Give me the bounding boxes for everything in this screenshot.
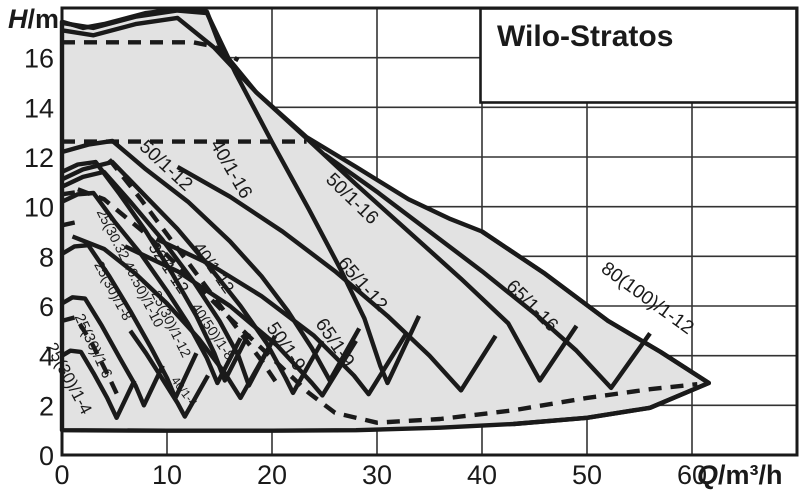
plot-frame: [60, 6, 799, 457]
title-box: Wilo-Stratos: [479, 7, 798, 104]
curve-25-30-1-4: [60, 348, 137, 420]
x-tick-30: 30: [362, 460, 392, 490]
x-axis-unit: /m³/h: [718, 460, 783, 490]
curve-65-1-16: [323, 152, 652, 391]
curve-40-1-4: [128, 329, 210, 419]
curve-50-1-16: [61, 15, 579, 383]
y-axis-symbol: H: [8, 4, 28, 34]
x-tick-40: 40: [467, 460, 497, 490]
y-tick-8: 8: [39, 242, 54, 272]
x-tick-0: 0: [54, 460, 69, 490]
y-tick-2: 2: [39, 391, 54, 421]
x-tick-60: 60: [677, 460, 707, 490]
x-tick-20: 20: [257, 460, 287, 490]
curve-limit-dashed-diagonal-bottom: [77, 187, 698, 425]
curve-25-30-1-6: [60, 295, 165, 408]
x-axis-symbol: Q: [697, 460, 718, 490]
chart-title: Wilo-Stratos: [497, 20, 673, 53]
x-tick-50: 50: [572, 460, 602, 490]
y-tick-10: 10: [24, 193, 54, 223]
limit-curves-dashed: [61, 40, 698, 425]
curve-limit-dashed-small-v: [61, 315, 121, 399]
y-tick-6: 6: [39, 292, 54, 322]
curve-limit-dashed-cluster-diagonal: [107, 158, 281, 387]
plot-border: [60, 6, 799, 457]
title-box-border: [479, 7, 798, 104]
y-tick-16: 16: [24, 44, 54, 74]
y-axis-unit-label: H/m: [8, 4, 59, 34]
y-axis-unit: /m: [28, 4, 60, 34]
x-tick-10: 10: [152, 460, 182, 490]
x-axis-unit-label: Q/m³/h: [697, 460, 783, 490]
curve-limit-dashed-stub-9-3: [61, 219, 80, 228]
y-tick-4: 4: [39, 342, 54, 372]
curve-65-1-12: [176, 164, 498, 393]
curve-40-50-1-8: [71, 234, 272, 401]
curve-limit-dashed-stub-10-5: [61, 189, 83, 197]
curve-50-1-12: [61, 138, 362, 383]
pump-curves: [60, 8, 711, 427]
y-tick-12: 12: [24, 143, 54, 173]
curve-80-100-1-12: [480, 229, 711, 427]
curve-40-1-12: [61, 159, 325, 396]
curve-50-1-9: [124, 244, 358, 398]
curve-limit-dashed-16-6: [62, 40, 240, 63]
y-tick-0: 0: [39, 441, 54, 471]
curve-32-1-12: [61, 169, 278, 388]
y-tick-14: 14: [24, 93, 54, 123]
axis-tick-labels: 0 2 4 6 8 10 12 14 16 0 10 20 30 40 50 60: [24, 44, 707, 490]
